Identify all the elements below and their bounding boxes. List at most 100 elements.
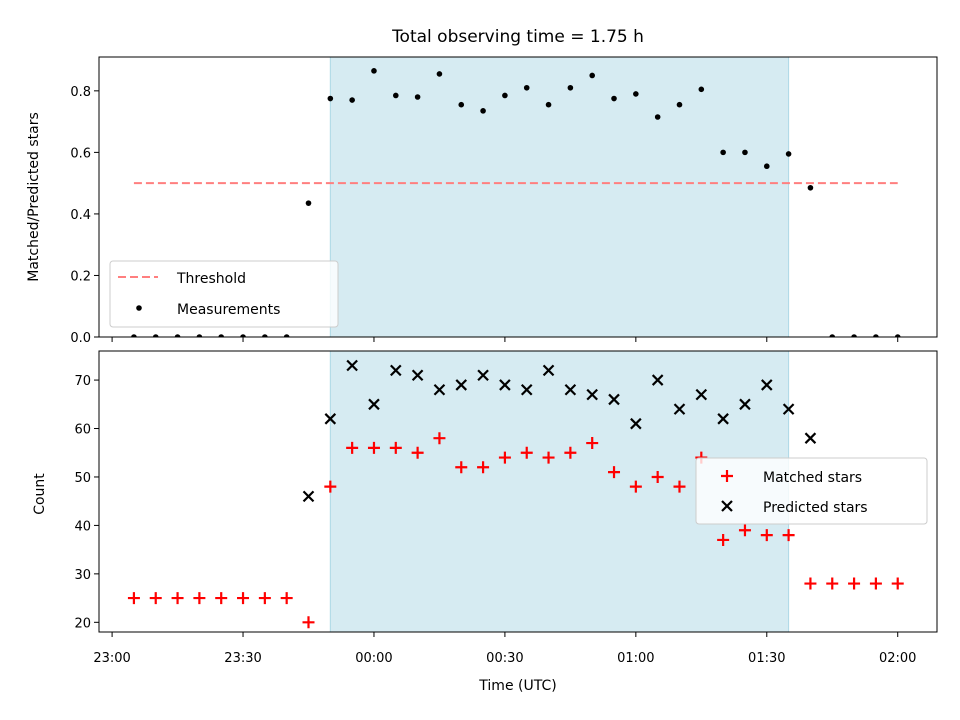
y-tick-label: 0.2 [70,269,91,284]
x-tick-label: 01:00 [617,651,654,666]
predicted-star-marker [608,393,620,406]
measurement-point [131,334,137,337]
matched-star-marker [302,616,315,629]
legend-box [695,457,928,525]
x-axis-title: Time (UTC) [478,678,556,694]
y-tick-label: 0.0 [70,331,91,346]
predicted-star-marker [782,403,795,415]
predicted-star-marker [804,432,817,444]
bottom-y-axis-title: Count [32,473,48,515]
matched-star-marker [455,461,468,474]
predicted-star-marker [542,364,555,377]
y-tick-label: 0.4 [70,208,91,223]
measurement-point [633,91,639,97]
y-tick-label: 0.6 [70,146,91,161]
predicted-star-marker [433,383,446,396]
y-tick-label: 70 [74,374,91,389]
y-tick-label: 30 [74,568,91,583]
predicted-star-marker [455,379,468,391]
legend-box [109,260,339,328]
measurement-point [589,72,595,79]
predicted-star-marker [651,374,664,386]
x-tick-label: 00:30 [486,651,523,666]
top-legend: Threshold Measurements [109,260,339,328]
x-tick-label: 01:30 [748,651,785,666]
matched-star-marker [542,451,555,464]
matched-star-marker [564,446,577,459]
x-tick-label: 02:00 [879,651,916,666]
matched-star-marker [411,446,424,459]
matched-star-marker [367,441,380,454]
matched-star-marker [848,577,861,590]
matched-star-marker [760,529,773,542]
x-tick-label: 23:00 [93,651,130,666]
predicted-star-marker [717,413,729,425]
y-tick-label: 0.8 [70,85,91,100]
top-plot: 0.0 0.2 0.4 0.6 0.8 Threshold Measurements [70,56,938,346]
predicted-star-marker [761,379,773,391]
legend-matched-swatch [721,470,733,482]
matched-star-marker [891,577,904,590]
measurement-point [502,92,508,99]
matched-star-marker [738,524,751,537]
predicted-star-marker [302,490,315,503]
matched-star-marker [804,577,817,590]
matched-star-marker [127,592,140,605]
measurement-point [873,334,879,337]
measurement-point [327,95,334,102]
measurement-point [894,334,901,337]
matched-star-marker [389,441,402,454]
axes-frame [98,56,938,338]
predicted-star-marker [630,417,642,430]
measurement-point [392,92,399,99]
predicted-star-marker [673,403,686,415]
y-tick-label: 60 [74,423,91,438]
measurement-point [567,84,574,91]
predicted-star-marker [324,413,337,425]
top-y-axis-title: Matched/Predicted stars [26,112,42,282]
measurement-point [174,334,181,337]
measurement-point [829,334,836,337]
x-tick-label: 23:30 [224,651,261,666]
matched-star-marker [149,592,162,605]
chart-title: Total observing time = 1.75 h [391,27,644,47]
predicted-star-marker [390,364,402,377]
legend-matched-label: Matched stars [763,470,862,486]
matched-star-marker [498,451,511,464]
legend-predicted-swatch [721,500,733,512]
measurement-point [305,200,312,206]
measurement-point [851,334,857,337]
legend-predicted-label: Predicted stars [763,500,868,516]
bottom-legend: Matched stars Predicted stars [695,457,928,525]
matched-star-marker [717,533,730,546]
measurement-point [742,149,748,156]
measurement-point [458,101,465,108]
matched-star-marker [869,577,882,590]
predicted-star-marker [477,369,489,382]
legend-measurement-swatch [136,305,142,311]
measurement-point [807,184,814,191]
matched-star-marker [280,592,293,605]
measurement-point [654,114,661,120]
matched-star-marker [324,480,337,493]
measurement-point [262,334,268,337]
plot-area [131,68,901,337]
legend-threshold-label: Threshold [176,271,246,287]
measurement-point [414,94,421,100]
matched-star-marker [782,529,795,542]
measurement-point [763,163,770,170]
measurement-point [196,334,203,337]
measurement-point [480,108,486,114]
matched-star-marker [258,592,271,605]
matched-star-marker [237,592,250,605]
predicted-star-marker [586,388,598,401]
measurement-point [523,84,530,91]
y-tick-label: 20 [74,616,91,631]
measurement-point [720,149,726,156]
measurement-point [698,86,705,93]
matched-star-marker [673,480,686,493]
predicted-star-marker [695,388,708,401]
matched-star-marker [215,592,228,605]
predicted-star-marker [411,369,424,382]
predicted-star-marker [499,379,511,391]
